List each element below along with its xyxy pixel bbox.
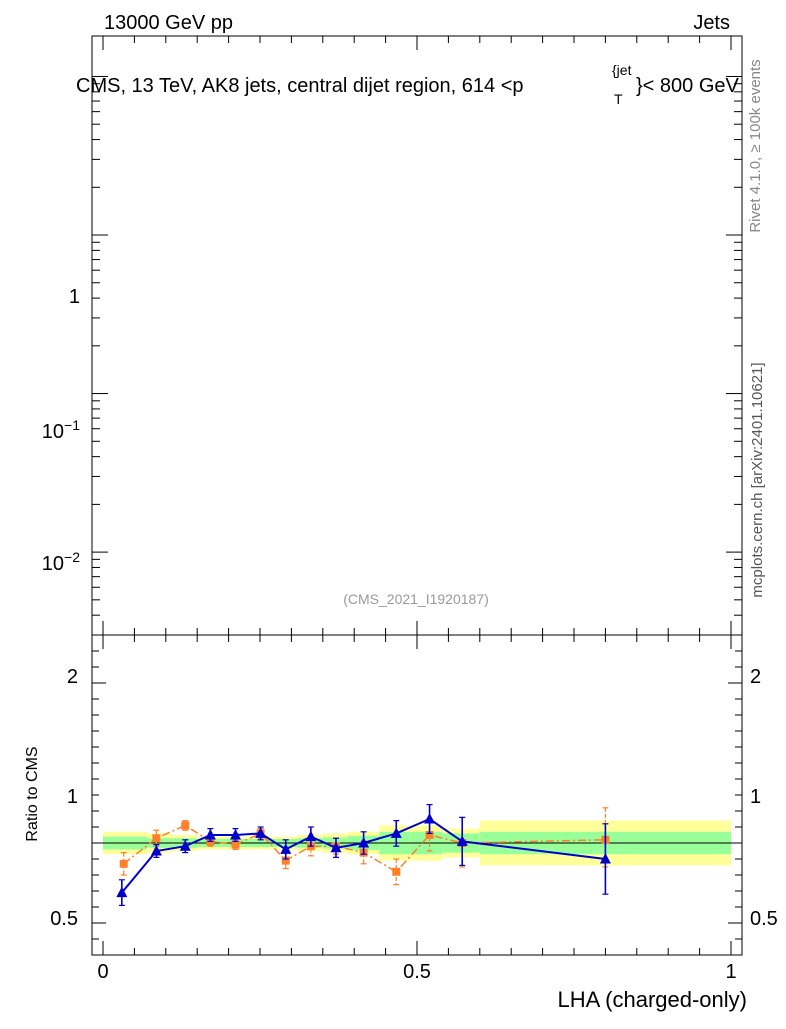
- orange-series-line: [123, 824, 606, 873]
- analysis-id-label: (CMS_2021_I1920187): [343, 591, 489, 607]
- title-tail: }< 800 GeV: [636, 75, 740, 97]
- orange-square-marker: [231, 840, 240, 849]
- ratio-y-tick-label-1-right: 1: [750, 786, 761, 808]
- orange-square-marker: [181, 821, 190, 830]
- blue-triangle-marker: [150, 845, 162, 856]
- orange-square-marker: [281, 856, 290, 865]
- category-label: Jets: [693, 12, 730, 34]
- ratio-y-tick-label-1-left: 1: [67, 786, 78, 808]
- blue-triangle-marker: [116, 886, 128, 898]
- rivet-version-label: Rivet 4.1.0, ≥ 100k events: [747, 59, 764, 232]
- ratio-y-tick-label-2-left: 2: [67, 666, 78, 688]
- ratio-y-axis-label: Ratio to CMS: [24, 746, 41, 841]
- blue-triangle-marker: [599, 853, 611, 864]
- main-panel-frame: [91, 35, 743, 636]
- blue-triangle-marker: [280, 843, 292, 854]
- main-y-tick-label-0.01: 10−2: [42, 549, 80, 575]
- x-tick-label-0: 0: [97, 961, 108, 983]
- ratio-series: [116, 803, 611, 907]
- title-main: CMS, 13 TeV, AK8 jets, central dijet reg…: [76, 75, 524, 97]
- blue-triangle-marker: [230, 829, 242, 840]
- energy-label: 13000 GeV pp: [104, 12, 233, 34]
- ratio-y-tick-label-2-right: 2: [750, 666, 761, 688]
- title-superscript: {jet: [612, 62, 632, 78]
- blue-triangle-marker: [424, 813, 436, 824]
- orange-square-marker: [152, 834, 161, 843]
- blue-triangle-marker: [456, 835, 468, 846]
- main-y-tick-label-0.1: 10−1: [42, 417, 80, 443]
- orange-square-marker: [425, 831, 434, 839]
- title-subscript: T: [614, 91, 623, 107]
- ratio-y-tick-label-0.5-left: 0.5: [50, 908, 78, 930]
- blue-triangle-marker: [330, 841, 342, 853]
- blue-triangle-marker: [390, 827, 402, 838]
- x-tick-label-1: 1: [725, 961, 736, 983]
- x-tick-label-0.5: 0.5: [403, 961, 431, 983]
- blue-triangle-marker: [305, 830, 317, 842]
- ratio-y-tick-label-0.5-right: 0.5: [750, 908, 778, 930]
- blue-triangle-marker: [204, 829, 216, 840]
- orange-square-marker: [392, 867, 401, 876]
- mcplots-source-label: mcplots.cern.ch [arXiv:2401.10621]: [749, 362, 766, 597]
- orange-square-marker: [119, 859, 128, 868]
- x-axis-label: LHA (charged-only): [557, 987, 747, 1012]
- ratio-axis-ticks: [92, 635, 742, 955]
- blue-triangle-marker: [255, 827, 267, 838]
- ratio-panel-frame: [91, 634, 743, 956]
- main-axis-ticks: [92, 36, 742, 636]
- blue-series-line: [121, 817, 606, 894]
- blue-triangle-marker: [358, 837, 370, 848]
- blue-triangle-marker: [179, 840, 191, 851]
- main-y-tick-label-1: 1: [69, 286, 80, 308]
